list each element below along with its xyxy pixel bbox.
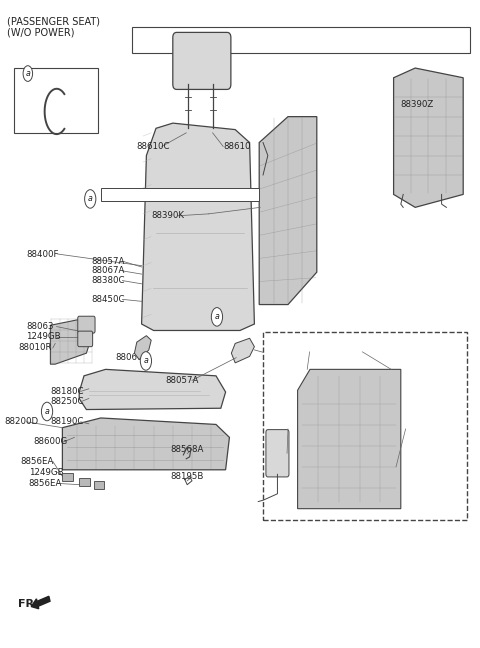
Bar xyxy=(79,478,90,486)
Text: 88920T: 88920T xyxy=(266,424,303,434)
Text: 88063: 88063 xyxy=(26,322,54,331)
Text: 88400F: 88400F xyxy=(26,249,59,259)
Text: 00824: 00824 xyxy=(41,69,72,78)
Ellipse shape xyxy=(23,65,33,82)
Text: 88067A: 88067A xyxy=(115,353,149,362)
Text: a: a xyxy=(25,69,30,78)
Text: 88057A: 88057A xyxy=(166,376,199,385)
Polygon shape xyxy=(62,418,229,470)
Text: 88390K: 88390K xyxy=(151,211,184,220)
Polygon shape xyxy=(231,338,254,363)
Polygon shape xyxy=(134,336,151,360)
Polygon shape xyxy=(79,369,226,410)
Text: a: a xyxy=(215,312,219,321)
Polygon shape xyxy=(142,123,254,330)
Text: FR.: FR. xyxy=(18,599,39,609)
Text: 1249GB: 1249GB xyxy=(29,468,63,477)
Text: NWCS: NWCS xyxy=(269,41,299,52)
Ellipse shape xyxy=(211,308,223,326)
Text: TRACK ASSY: TRACK ASSY xyxy=(370,41,430,52)
Ellipse shape xyxy=(84,190,96,208)
Text: 88568A: 88568A xyxy=(170,445,204,454)
Text: 88010R: 88010R xyxy=(18,343,52,353)
Text: 88600A: 88600A xyxy=(178,81,211,90)
Text: a: a xyxy=(88,194,93,203)
Text: 88195B: 88195B xyxy=(170,472,204,481)
Bar xyxy=(62,473,73,481)
Text: 88380C: 88380C xyxy=(91,276,125,285)
Polygon shape xyxy=(259,117,317,305)
Text: (W/SIDE AIR BAG): (W/SIDE AIR BAG) xyxy=(322,341,408,351)
Bar xyxy=(94,481,104,489)
Text: 88390Z: 88390Z xyxy=(401,100,434,110)
Text: 88030R: 88030R xyxy=(269,349,302,358)
Text: 88401C: 88401C xyxy=(315,343,352,354)
Text: (PASSENGER SEAT): (PASSENGER SEAT) xyxy=(7,16,100,26)
Bar xyxy=(14,68,98,133)
Ellipse shape xyxy=(41,402,53,421)
Polygon shape xyxy=(394,68,463,207)
FancyBboxPatch shape xyxy=(266,430,289,477)
Text: 8856EA: 8856EA xyxy=(20,457,54,466)
Polygon shape xyxy=(50,318,94,364)
Text: 88610: 88610 xyxy=(223,142,251,151)
Text: (W/O POWER): (W/O POWER) xyxy=(7,27,75,37)
FancyBboxPatch shape xyxy=(78,331,93,347)
Text: 88610C: 88610C xyxy=(137,142,170,151)
Text: a: a xyxy=(144,356,148,365)
Text: 88190C: 88190C xyxy=(50,417,84,426)
Text: 88200D: 88200D xyxy=(5,417,39,426)
Text: SENSOR TYPE: SENSOR TYPE xyxy=(246,29,322,39)
Text: 1339CC: 1339CC xyxy=(406,424,444,434)
FancyBboxPatch shape xyxy=(78,316,95,333)
Polygon shape xyxy=(298,369,401,509)
Text: 1249GB: 1249GB xyxy=(26,332,61,341)
Text: 88450C: 88450C xyxy=(91,295,125,304)
Text: a: a xyxy=(45,407,49,416)
FancyArrow shape xyxy=(31,596,50,608)
Bar xyxy=(263,332,467,520)
Text: Period: Period xyxy=(168,29,203,39)
Text: 88057A: 88057A xyxy=(91,257,125,266)
Text: 8856EA: 8856EA xyxy=(29,479,62,488)
Text: 88250C: 88250C xyxy=(50,397,84,406)
Text: 20130826~: 20130826~ xyxy=(156,41,214,52)
Text: ASSY: ASSY xyxy=(385,29,414,39)
Bar xyxy=(132,27,470,53)
Text: 88600G: 88600G xyxy=(34,437,68,446)
FancyBboxPatch shape xyxy=(173,32,231,89)
Bar xyxy=(101,188,259,201)
Text: 88401C: 88401C xyxy=(151,194,185,203)
Ellipse shape xyxy=(140,352,152,370)
Text: 88180C: 88180C xyxy=(50,387,84,396)
Text: 88067A: 88067A xyxy=(91,266,125,275)
